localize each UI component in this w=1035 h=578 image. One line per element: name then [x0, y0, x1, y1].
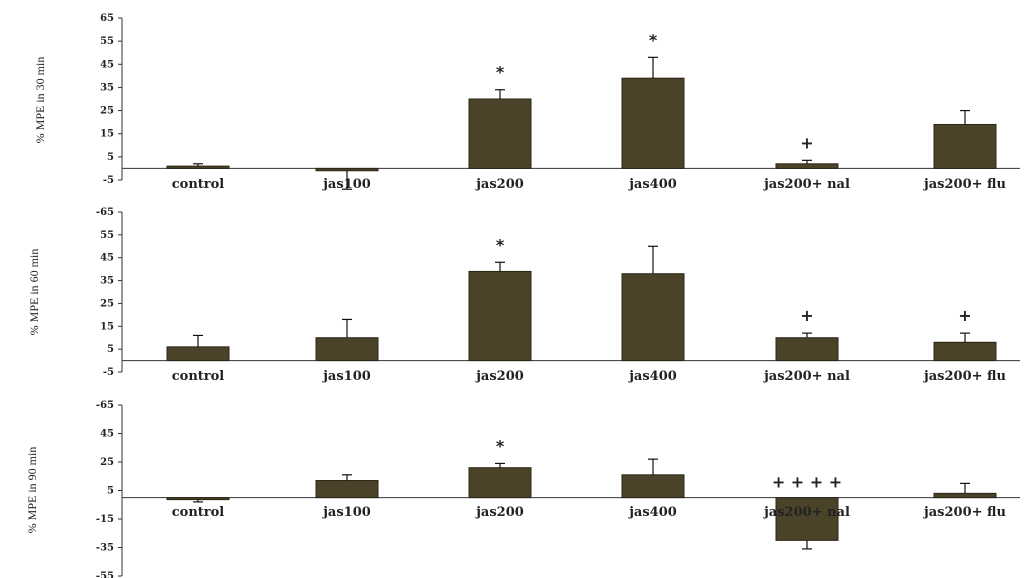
- y-tick-label: 45: [100, 429, 114, 440]
- y-tick-label: -55: [96, 571, 114, 578]
- y-tick-label: 15: [100, 129, 114, 140]
- y-axis-label: % MPE in 60 min: [27, 249, 41, 336]
- y-tick-label: -5: [103, 175, 114, 186]
- bar: [468, 270, 532, 362]
- bar: [621, 474, 685, 499]
- bar: [933, 341, 997, 362]
- category-label: control: [172, 369, 225, 384]
- chart-panel-2: -65 55 45 35 25 15 5 -5 % MPE in 60 min control ja…: [27, 207, 1020, 384]
- y-tick-label: -35: [96, 543, 114, 554]
- significance-marker: +: [958, 306, 971, 325]
- y-axis-label: % MPE in 30 min: [33, 57, 47, 144]
- category-label: jas200+ flu: [923, 177, 1006, 192]
- category-label: jas200+ flu: [923, 369, 1006, 384]
- y-tick-label: -65: [96, 400, 114, 411]
- category-label: jas200+ flu: [923, 505, 1006, 520]
- category-label: jas200: [475, 177, 524, 192]
- significance-marker: +: [800, 133, 813, 152]
- y-tick-label: 15: [100, 321, 114, 332]
- category-label: jas200: [475, 369, 524, 384]
- significance-marker: *: [496, 235, 505, 254]
- y-tick-label: 5: [107, 152, 114, 163]
- category-label: jas100: [322, 369, 371, 384]
- bar: [621, 77, 685, 169]
- category-label: jas200+ nal: [763, 177, 850, 192]
- category-label: jas100: [322, 505, 371, 520]
- bar: [468, 98, 532, 169]
- bar: [621, 273, 685, 362]
- bar: [468, 467, 532, 499]
- category-label: jas200: [475, 505, 524, 520]
- y-tick-label: 25: [100, 298, 114, 309]
- bar: [166, 346, 230, 362]
- y-tick-label: -5: [103, 367, 114, 378]
- category-label: jas400: [628, 177, 677, 192]
- y-tick-label: 45: [100, 59, 114, 70]
- category-label: jas400: [628, 369, 677, 384]
- category-label: control: [172, 177, 225, 192]
- bar: [775, 497, 839, 541]
- significance-marker: +: [800, 306, 813, 325]
- category-label: jas200+ nal: [763, 369, 850, 384]
- y-tick-label: 25: [100, 457, 114, 468]
- y-tick-label: 55: [100, 36, 114, 47]
- significance-marker: *: [496, 436, 505, 455]
- y-tick-label: 35: [100, 82, 114, 93]
- significance-marker: + + + +: [772, 473, 842, 492]
- category-label: jas200+ nal: [763, 505, 850, 520]
- chart-panel-1: 65 55 45 35 25 15 5 -5 % MPE in 30 min control jas…: [33, 13, 1020, 192]
- bar: [775, 337, 839, 362]
- chart-panel-3: -65 45 25 5 -15 -35 -55 % MPE in 90 min control j…: [25, 400, 1020, 578]
- bar: [315, 480, 379, 499]
- y-tick-label: 45: [100, 253, 114, 264]
- y-tick-label: 5: [107, 344, 114, 355]
- y-tick-label: -65: [96, 207, 114, 218]
- bar: [933, 123, 997, 169]
- bar: [166, 165, 230, 169]
- bar: [315, 337, 379, 362]
- y-tick-label: -15: [96, 514, 114, 525]
- bar: [315, 167, 379, 172]
- y-tick-label: 65: [100, 13, 114, 24]
- y-tick-label: 25: [100, 106, 114, 117]
- category-label: jas400: [628, 505, 677, 520]
- y-tick-label: 5: [107, 486, 114, 497]
- bar: [775, 163, 839, 169]
- category-label: control: [172, 505, 225, 520]
- category-label: jas100: [322, 177, 371, 192]
- y-axis-label: % MPE in 90 min: [25, 447, 39, 534]
- significance-marker: *: [496, 63, 505, 82]
- bar: [933, 492, 997, 499]
- y-tick-label: 35: [100, 276, 114, 287]
- y-tick-label: 55: [100, 230, 114, 241]
- significance-marker: *: [649, 30, 658, 49]
